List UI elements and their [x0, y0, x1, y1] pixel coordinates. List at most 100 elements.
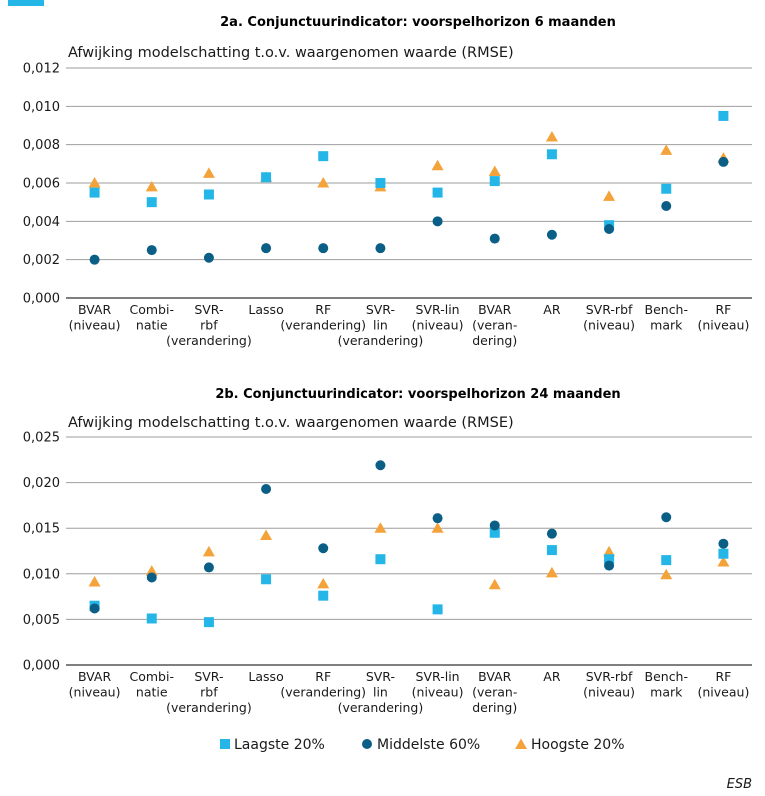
chart-a-category-label-line: BVAR — [78, 302, 111, 317]
chart-a-point-middelste — [89, 254, 100, 265]
chart-a-category-label: Combi-natie — [130, 302, 174, 333]
chart-b-ytick-label: 0,015 — [23, 522, 60, 537]
legend-marker-laagste — [220, 739, 230, 749]
chart-b-point-laagste — [432, 604, 443, 615]
chart-b-ytick-label: 0,010 — [23, 567, 60, 582]
chart-b-point-middelste — [718, 538, 729, 549]
chart-a-point-laagste — [203, 189, 214, 200]
chart-b-point-middelste — [432, 513, 443, 524]
chart-a-point-middelste — [261, 243, 272, 254]
chart-b-point-middelste — [89, 603, 100, 614]
chart-b-point-middelste — [604, 560, 615, 571]
chart-a-point-middelste — [604, 224, 615, 234]
legend-marker-middelste — [362, 739, 372, 749]
chart-b-category-label: SVR-rbf (verandering) — [166, 669, 252, 715]
chart-b-category-label: BVAR (niveau) — [69, 669, 121, 700]
chart-a-category-label: SVR-rbf (verandering) — [166, 302, 252, 348]
chart-a-category-label-line: (niveau) — [583, 318, 635, 333]
chart-a-category-label: RF (niveau) — [698, 302, 750, 333]
chart-a-ylabel: Afwijking modelschatting t.o.v. waargeno… — [68, 45, 514, 61]
chart-a-point-middelste — [718, 156, 729, 167]
chart-a-category-label: SVR-lin (verandering) — [338, 302, 424, 348]
chart-b-category-label-line: Lasso — [248, 669, 283, 684]
chart-b-point-laagste — [718, 548, 729, 559]
chart-a-category-label-line: (niveau) — [69, 318, 121, 333]
chart-a-point-laagste — [546, 149, 557, 160]
chart-a-category-label-line: RF — [315, 302, 331, 317]
chart-b-ytick-label: 0,025 — [23, 431, 60, 446]
chart-a-category-label-line: RF — [715, 302, 731, 317]
chart-b-category-label-line: Bench- — [645, 669, 689, 684]
chart-b-point-middelste — [661, 512, 672, 523]
chart-a-category-label-line: SVR-lin — [416, 302, 460, 317]
chart-a-ytick-label: 0,010 — [23, 100, 60, 115]
chart-a-point-middelste — [318, 243, 329, 254]
chart-b-point-hoogste — [202, 545, 215, 557]
legend-label-laagste: Laagste 20% — [234, 737, 325, 753]
chart-b-category-label-line: (niveau) — [698, 685, 750, 700]
chart-b-point-hoogste — [374, 522, 387, 533]
legend: Laagste 20% Middelste 60% Hoogste 20% — [220, 737, 625, 753]
chart-a-title: 2a. Conjunctuurindicator: voorspelhorizo… — [220, 15, 616, 30]
chart-b-category-label-line: lin — [373, 685, 388, 700]
chart-a-point-laagste — [718, 110, 729, 121]
chart-b-category-label: Bench-mark — [645, 669, 689, 700]
chart-a-point-laagste — [661, 183, 672, 194]
chart-b-point-hoogste — [488, 578, 501, 590]
chart-b-point-laagste — [318, 590, 329, 601]
chart-a-category-label-line: (niveau) — [698, 318, 750, 333]
chart-a-point-laagste — [432, 187, 443, 198]
chart-b-point-hoogste — [660, 568, 673, 580]
chart-a-point-laagste — [375, 178, 386, 188]
chart-a-ytick-label: 0,006 — [23, 177, 60, 192]
chart-b-point-middelste — [375, 460, 386, 471]
chart-b-ytick-label: 0,005 — [23, 613, 60, 628]
chart-a-category-label-line: rbf — [200, 318, 218, 333]
chart-a-ytick-label: 0,004 — [23, 215, 60, 230]
chart-a-point-laagste — [489, 176, 500, 187]
chart-b-category-label-line: mark — [650, 685, 683, 700]
chart-b-point-laagste — [261, 574, 272, 585]
chart-b-point-laagste — [203, 617, 214, 628]
chart-a-ytick-label: 0,012 — [23, 62, 60, 77]
legend-label-hoogste: Hoogste 20% — [531, 737, 625, 753]
chart-a-category-label-line: (verandering) — [338, 333, 424, 348]
chart-b-point-laagste — [489, 527, 500, 538]
chart-b-point-middelste — [546, 528, 557, 539]
chart-a-point-hoogste — [317, 177, 330, 188]
chart-b-category-label-line: (verandering) — [338, 700, 424, 715]
chart-b-point-middelste — [261, 483, 272, 494]
chart-a-category-label-line: Lasso — [248, 302, 283, 317]
chart-a-point-hoogste — [145, 180, 158, 192]
chart-b-category-label-line: dering) — [472, 700, 517, 715]
chart-a-category-label: Bench-mark — [645, 302, 689, 333]
chart-a-category-label-line: Bench- — [645, 302, 689, 317]
chart-b-ylabel: Afwijking modelschatting t.o.v. waargeno… — [68, 415, 514, 431]
chart-b-category-label-line: BVAR — [78, 669, 111, 684]
chart-a-category-label: RF (verandering) — [280, 302, 366, 333]
chart-a-category-label-line: lin — [373, 318, 388, 333]
chart-a-point-hoogste — [88, 177, 101, 188]
chart-b-category-label-line: AR — [543, 669, 561, 684]
chart-b-category-label: AR — [543, 669, 561, 684]
source-label: ESB — [727, 777, 752, 792]
chart-b-category-label-line: RF — [315, 669, 331, 684]
chart-b-category-label-line: SVR-lin — [416, 669, 460, 684]
chart-b-point-middelste — [318, 543, 329, 554]
chart-b-point-hoogste — [145, 565, 158, 576]
chart-a-point-laagste — [146, 197, 157, 208]
chart-b-point-hoogste — [717, 555, 730, 567]
chart-b-category-label: SVR-lin (verandering) — [338, 669, 424, 715]
chart-b-point-hoogste — [317, 577, 330, 589]
chart-a-point-hoogste — [545, 131, 558, 142]
chart-b-point-laagste — [146, 613, 157, 624]
chart-a-point-hoogste — [431, 159, 444, 171]
chart-b-category-label-line: (niveau) — [69, 685, 121, 700]
chart-b-point-laagste — [661, 555, 672, 566]
chart-b-category-label-line: (verandering) — [166, 700, 252, 715]
chart-b-point-hoogste — [431, 522, 444, 533]
chart-b-category-label-line: (niveau) — [583, 685, 635, 700]
chart-a-category-label-line: dering) — [472, 333, 517, 348]
chart-a-point-hoogste — [603, 190, 616, 201]
